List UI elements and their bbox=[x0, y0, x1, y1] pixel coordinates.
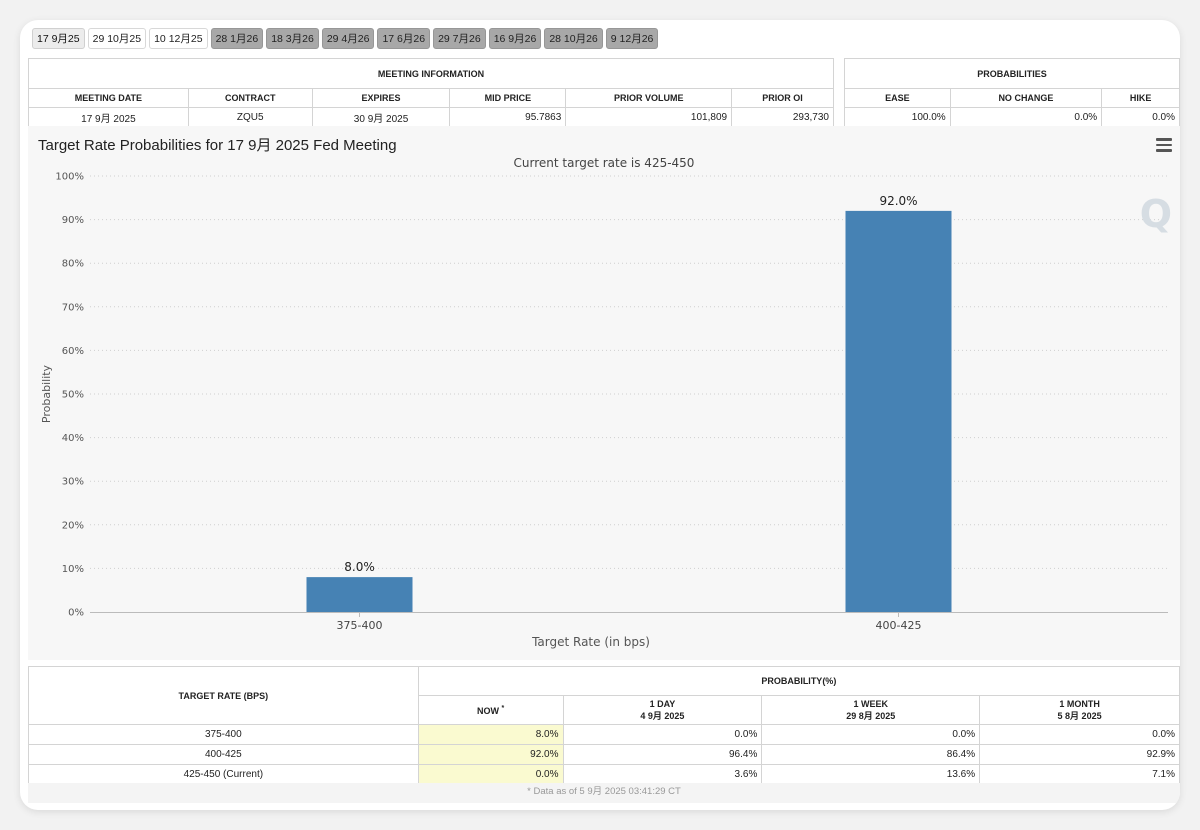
one-day-value: 0.0% bbox=[562, 724, 763, 745]
y-tick-label: 80% bbox=[62, 259, 84, 270]
one-day-value: 96.4% bbox=[562, 744, 763, 765]
y-tick-label: 70% bbox=[62, 302, 84, 313]
period-label: 1 DAY bbox=[649, 698, 676, 709]
hike-value: 0.0% bbox=[1101, 107, 1180, 127]
chart-title: Target Rate Probabilities for 17 9月 2025… bbox=[38, 137, 397, 154]
period-label: 1 WEEK bbox=[853, 698, 888, 709]
one-month-value: 0.0% bbox=[979, 724, 1180, 745]
tab-meeting-11[interactable]: 9 12月26 bbox=[605, 28, 659, 49]
probabilities-header: PROBABILITIES bbox=[844, 58, 1180, 89]
no-change-value: 0.0% bbox=[949, 107, 1103, 127]
now-footnote-mark: * bbox=[501, 704, 505, 712]
data-label: 92.0% bbox=[879, 194, 917, 208]
now-label: NOW bbox=[476, 705, 499, 716]
y-tick-label: 100% bbox=[55, 172, 84, 183]
probability-header: PROBABILITY(%) bbox=[417, 666, 1180, 696]
bar bbox=[306, 577, 413, 612]
period-date: 29 8月 2025 bbox=[846, 710, 896, 721]
table-row: 400-425 92.0% 96.4% 86.4% 92.9% bbox=[28, 744, 1180, 765]
tab-meeting-9[interactable]: 16 9月26 bbox=[488, 28, 542, 49]
meeting-information-header: MEETING INFORMATION bbox=[28, 58, 834, 89]
data-label: 8.0% bbox=[344, 560, 375, 574]
y-tick-label: 30% bbox=[62, 477, 84, 488]
bar-chart: 0% 10% 20% 30% 40% 50% 60% 70% 80% 90% 100% 8.0% 375… bbox=[40, 172, 1168, 649]
one-month-value: 92.9% bbox=[979, 744, 1180, 765]
col-1-week: 1 WEEK 29 8月 2025 bbox=[761, 695, 981, 725]
col-prior-volume: PRIOR VOLUME bbox=[565, 88, 733, 108]
col-contract: CONTRACT bbox=[187, 88, 313, 108]
y-tick-label: 50% bbox=[62, 390, 84, 401]
one-day-value: 3.6% bbox=[562, 764, 763, 785]
period-label: 1 MONTH bbox=[1059, 698, 1100, 709]
table-row: 375-400 8.0% 0.0% 0.0% 0.0% bbox=[28, 724, 1180, 745]
tab-meeting-1[interactable]: 17 9月25 bbox=[32, 28, 85, 49]
table-row: 100.0% 0.0% 0.0% bbox=[844, 107, 1180, 127]
x-axis-title: Target Rate (in bps) bbox=[531, 635, 650, 649]
y-tick-label: 0% bbox=[68, 608, 84, 619]
col-no-change: NO CHANGE bbox=[949, 88, 1103, 108]
col-expires: EXPIRES bbox=[311, 88, 451, 108]
prior-volume-value: 101,809 bbox=[565, 107, 733, 127]
col-1-month: 1 MONTH 5 8月 2025 bbox=[979, 695, 1180, 725]
rate-cell: 400-425 bbox=[28, 744, 419, 765]
tab-meeting-5[interactable]: 18 3月26 bbox=[266, 28, 319, 49]
col-now: NOW * bbox=[417, 695, 564, 725]
watermark-logo: Q bbox=[1139, 192, 1172, 236]
col-ease: EASE bbox=[844, 88, 951, 108]
col-meeting-date: MEETING DATE bbox=[28, 88, 189, 108]
meeting-tabs: 17 9月25 29 10月25 10 12月25 28 1月26 18 3月2… bbox=[32, 28, 659, 50]
chart-container: 0% 10% 20% 30% 40% 50% 60% 70% 80% 90% 100% 8.0% 375… bbox=[28, 126, 1180, 660]
y-tick-label: 60% bbox=[62, 346, 84, 357]
rate-cell: 375-400 bbox=[28, 724, 419, 745]
now-value: 0.0% bbox=[417, 764, 564, 785]
meeting-information-table: MEETING INFORMATION MEETING DATE CONTRAC… bbox=[28, 58, 834, 127]
y-tick-label: 90% bbox=[62, 215, 84, 226]
tab-meeting-10[interactable]: 28 10月26 bbox=[544, 28, 603, 49]
tab-meeting-4[interactable]: 28 1月26 bbox=[210, 28, 264, 49]
mid-price-value: 95.7863 bbox=[449, 107, 567, 127]
one-week-value: 13.6% bbox=[761, 764, 981, 785]
tab-meeting-2[interactable]: 29 10月25 bbox=[87, 28, 147, 49]
y-tick-label: 20% bbox=[62, 520, 84, 531]
expires-value: 30 9月 2025 bbox=[311, 107, 451, 127]
meeting-date-value: 17 9月 2025 bbox=[28, 107, 189, 127]
x-tick-label: 400-425 bbox=[876, 619, 922, 632]
page-card: 17 9月25 29 10月25 10 12月25 28 1月26 18 3月2… bbox=[20, 20, 1180, 810]
one-month-value: 7.1% bbox=[979, 764, 1180, 785]
period-date: 4 9月 2025 bbox=[640, 710, 685, 721]
now-value: 92.0% bbox=[417, 744, 564, 765]
ease-value: 100.0% bbox=[844, 107, 951, 127]
tab-meeting-6[interactable]: 29 4月26 bbox=[321, 28, 375, 49]
x-tick-label: 375-400 bbox=[337, 619, 383, 632]
now-value: 8.0% bbox=[417, 724, 564, 745]
bar bbox=[845, 210, 952, 612]
contract-value: ZQU5 bbox=[187, 107, 313, 127]
col-hike: HIKE bbox=[1101, 88, 1180, 108]
one-week-value: 0.0% bbox=[761, 724, 981, 745]
y-tick-label: 10% bbox=[62, 564, 84, 575]
hamburger-menu-icon[interactable] bbox=[1156, 138, 1172, 152]
col-prior-oi: PRIOR OI bbox=[731, 88, 834, 108]
y-tick-label: 40% bbox=[62, 433, 84, 444]
tab-meeting-8[interactable]: 29 7月26 bbox=[433, 28, 486, 49]
table-row: 425-450 (Current) 0.0% 3.6% 13.6% 7.1% bbox=[28, 764, 1180, 785]
col-mid-price: MID PRICE bbox=[449, 88, 567, 108]
probability-history-table: TARGET RATE (BPS) PROBABILITY(%) NOW * 1… bbox=[28, 666, 1180, 785]
target-rate-header: TARGET RATE (BPS) bbox=[28, 666, 419, 725]
tab-meeting-3[interactable]: 10 12月25 bbox=[149, 28, 208, 49]
y-axis-title: Probability bbox=[40, 364, 53, 423]
table-row: 17 9月 2025 ZQU5 30 9月 2025 95.7863 101,8… bbox=[28, 107, 834, 127]
rate-cell: 425-450 (Current) bbox=[28, 764, 419, 785]
probabilities-table: PROBABILITIES EASE NO CHANGE HIKE 100.0%… bbox=[844, 58, 1180, 127]
col-1-day: 1 DAY 4 9月 2025 bbox=[562, 695, 763, 725]
tab-meeting-7[interactable]: 17 6月26 bbox=[377, 28, 431, 49]
chart-subtitle: Current target rate is 425-450 bbox=[513, 156, 695, 170]
one-week-value: 86.4% bbox=[761, 744, 981, 765]
period-date: 5 8月 2025 bbox=[1057, 710, 1102, 721]
prior-oi-value: 293,730 bbox=[731, 107, 834, 127]
data-timestamp-footnote: * Data as of 5 9月 2025 03:41:29 CT bbox=[28, 783, 1180, 803]
